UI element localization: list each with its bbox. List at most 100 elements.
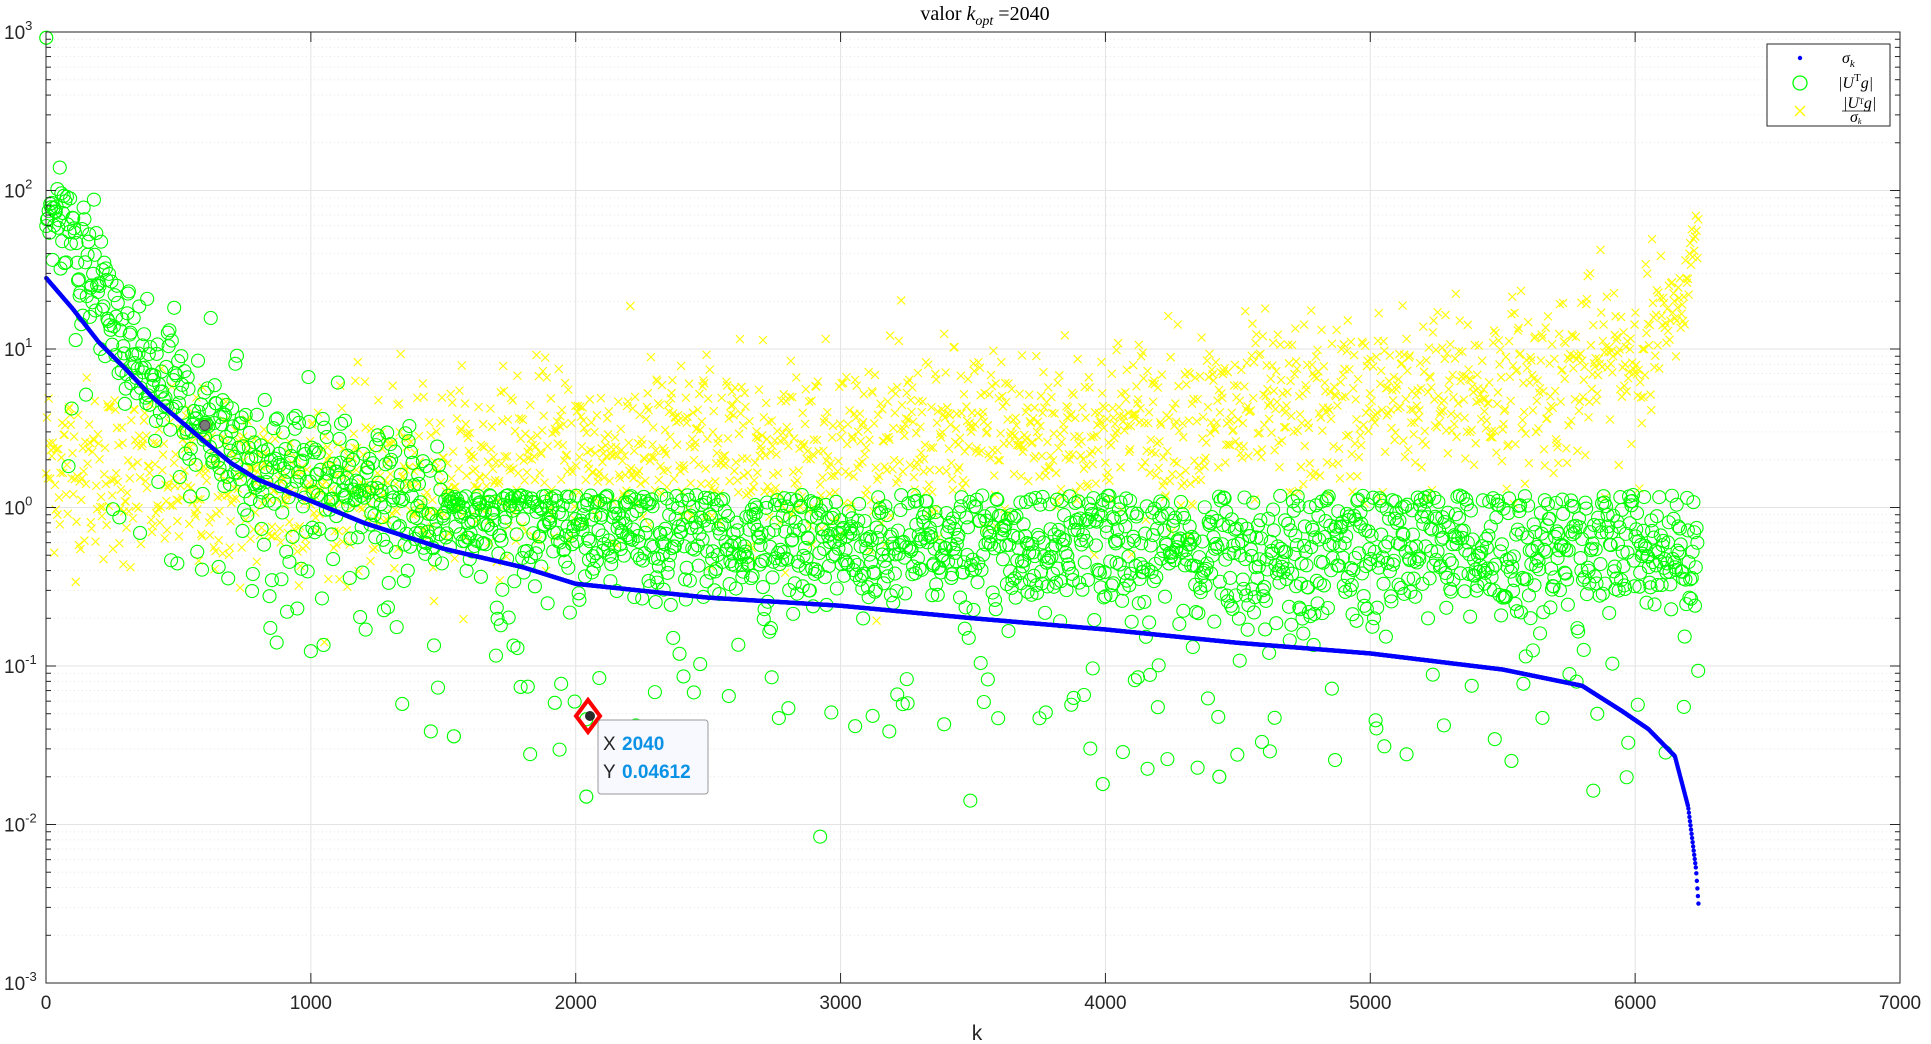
ratio-marker bbox=[479, 442, 489, 452]
ratio-marker bbox=[139, 416, 149, 425]
ratio-marker bbox=[457, 361, 467, 370]
ratio-marker bbox=[276, 537, 286, 547]
ratio-marker bbox=[658, 443, 668, 453]
ratio-marker bbox=[197, 531, 207, 541]
ratio-marker bbox=[137, 441, 147, 451]
ratio-marker bbox=[338, 537, 348, 546]
ratio-marker bbox=[729, 410, 738, 420]
ratio-marker bbox=[224, 550, 234, 560]
ratio-marker bbox=[206, 512, 216, 522]
ratio-marker bbox=[246, 534, 255, 544]
ratio-marker bbox=[90, 396, 100, 406]
ratio-marker bbox=[172, 495, 181, 505]
ratio-marker bbox=[648, 440, 657, 449]
ratio-marker bbox=[315, 509, 324, 519]
ratio-marker bbox=[786, 356, 796, 366]
ratio-marker bbox=[712, 448, 722, 458]
ratio-marker bbox=[681, 393, 691, 403]
ratio-marker bbox=[432, 427, 441, 436]
ratio-marker bbox=[174, 532, 184, 541]
ratio-marker bbox=[91, 481, 101, 491]
ratio-marker bbox=[669, 474, 679, 484]
ratio-marker bbox=[798, 408, 808, 418]
ratio-marker bbox=[435, 418, 445, 428]
ratio-marker bbox=[486, 404, 495, 413]
ratio-marker bbox=[560, 378, 570, 388]
ratio-marker bbox=[158, 450, 168, 460]
ratio-marker bbox=[463, 433, 473, 443]
ratio-marker bbox=[150, 459, 160, 469]
ratio-marker bbox=[307, 420, 317, 429]
ratio-marker bbox=[819, 417, 829, 427]
ratio-marker bbox=[43, 473, 53, 483]
ratio-marker bbox=[540, 353, 550, 362]
ratio-marker bbox=[455, 426, 465, 436]
ratio-marker bbox=[342, 526, 352, 535]
ratio-marker bbox=[660, 425, 670, 435]
ratio-marker bbox=[807, 396, 816, 406]
ratio-marker bbox=[52, 510, 62, 520]
ratio-marker bbox=[60, 430, 69, 440]
ratio-marker bbox=[180, 466, 189, 475]
ratio-marker bbox=[122, 488, 132, 498]
ratio-marker bbox=[820, 414, 830, 423]
ratio-marker bbox=[396, 349, 406, 359]
ratio-marker bbox=[76, 544, 85, 554]
ratio-marker bbox=[106, 402, 116, 412]
ratio-marker bbox=[474, 402, 483, 412]
chart-title-var: k bbox=[967, 3, 977, 25]
ratio-marker bbox=[648, 423, 658, 432]
ratio-marker bbox=[460, 399, 470, 408]
ratio-marker bbox=[395, 427, 405, 437]
ratio-marker bbox=[386, 438, 396, 448]
ratio-marker bbox=[330, 526, 340, 536]
ratio-marker bbox=[228, 494, 238, 504]
ratio-marker bbox=[335, 381, 345, 391]
ratio-marker bbox=[508, 396, 518, 405]
ratio-marker bbox=[461, 419, 471, 429]
ratio-marker bbox=[478, 419, 488, 429]
ratio-marker bbox=[672, 440, 682, 450]
ratio-marker bbox=[252, 557, 262, 567]
ratio-marker bbox=[360, 377, 370, 387]
ratio-marker bbox=[617, 445, 626, 455]
ratio-marker bbox=[140, 408, 150, 418]
ratio-marker bbox=[717, 393, 727, 403]
ratio-marker bbox=[629, 446, 639, 456]
chart-title-prefix: valor bbox=[920, 3, 966, 25]
ratio-marker bbox=[122, 523, 131, 533]
ratio-marker bbox=[61, 490, 71, 499]
ratio-marker bbox=[464, 446, 474, 456]
ratio-marker bbox=[162, 525, 172, 535]
ratio-marker bbox=[757, 431, 767, 440]
ratio-marker bbox=[663, 465, 673, 475]
ratio-marker bbox=[63, 509, 73, 519]
ratio-marker bbox=[632, 470, 642, 480]
ratio-marker bbox=[56, 453, 66, 462]
ratio-marker bbox=[419, 392, 429, 402]
ratio-marker bbox=[705, 365, 715, 375]
ratio-marker bbox=[394, 399, 404, 408]
ratio-marker bbox=[691, 438, 700, 448]
ratio-marker bbox=[714, 434, 723, 443]
ratio-marker bbox=[604, 406, 614, 416]
ratio-marker bbox=[722, 380, 732, 390]
ratio-marker bbox=[515, 453, 525, 462]
ratio-marker bbox=[788, 467, 798, 477]
ratio-marker bbox=[211, 546, 220, 556]
ratio-marker bbox=[266, 531, 276, 541]
ratio-marker bbox=[807, 540, 817, 549]
ratio-marker bbox=[93, 429, 103, 439]
ratio-marker bbox=[792, 476, 802, 485]
ratio-marker bbox=[125, 474, 135, 483]
ratio-marker bbox=[510, 426, 520, 436]
ratio-marker bbox=[567, 418, 576, 428]
ratio-marker bbox=[481, 471, 491, 481]
ratio-marker bbox=[51, 505, 61, 514]
ratio-marker bbox=[784, 427, 794, 437]
ratio-marker bbox=[335, 574, 344, 584]
ratio-marker bbox=[47, 451, 57, 461]
ratio-marker bbox=[726, 401, 736, 410]
ratio-marker bbox=[494, 476, 504, 486]
ratio-marker bbox=[113, 477, 123, 487]
